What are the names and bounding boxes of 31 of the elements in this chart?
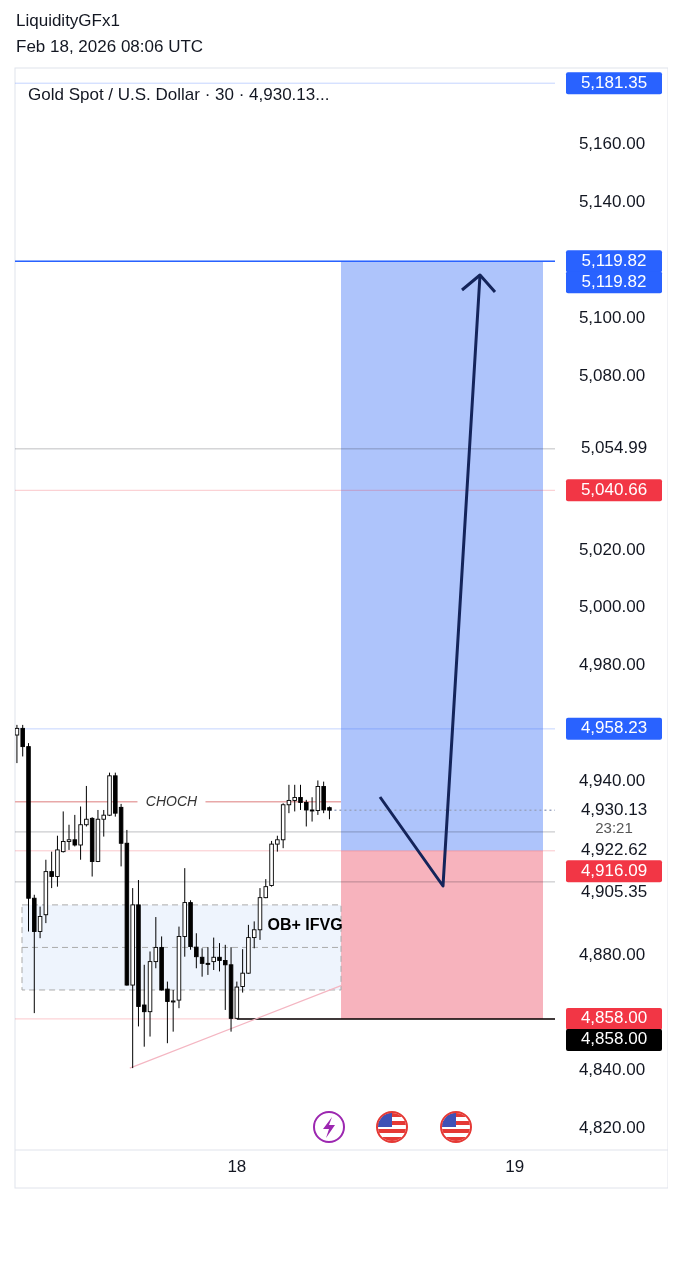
ref-line-label: 4,905.35 xyxy=(580,881,648,901)
y-tick-label: 4,820.00 xyxy=(578,1118,646,1138)
y-tick-label: 4,940.00 xyxy=(578,771,646,791)
ref-line-label: 4,858.00 xyxy=(580,1029,648,1049)
ref-line-label: 5,054.99 xyxy=(580,438,648,458)
text: Feb 18, 2026 08:06 UTC xyxy=(16,37,204,56)
y-tick-label: 5,020.00 xyxy=(578,539,646,559)
band-label: OB+ IFVG xyxy=(267,915,343,933)
y-tick-label: 5,080.00 xyxy=(578,365,646,385)
y-tick-label: 5,100.00 xyxy=(578,308,646,328)
y-tick-label: 5,140.00 xyxy=(578,192,646,212)
text: Gold Spot / U.S. Dollar · 30 · 4,930.13... xyxy=(28,85,330,105)
annotation: 23:21 xyxy=(595,819,633,837)
y-tick-label: 5,160.00 xyxy=(578,134,646,154)
ref-line-label: 4,916.09 xyxy=(580,860,648,880)
ref-line-label: 5,040.66 xyxy=(580,479,648,499)
y-tick-label: 4,980.00 xyxy=(578,655,646,675)
ref-line-label: 4,958.23 xyxy=(580,718,648,738)
y-tick-label: 4,880.00 xyxy=(578,944,646,964)
y-tick-label: 5,000.00 xyxy=(578,597,646,617)
text: LiquidityGFx1 xyxy=(16,11,120,30)
x-tick-label: 18 xyxy=(227,1157,247,1177)
y-tick-label: 4,840.00 xyxy=(578,1060,646,1080)
x-tick-label: 19 xyxy=(505,1157,525,1177)
ref-line-label: 5,119.82 xyxy=(581,250,647,270)
ref-line-label: 5,119.82 xyxy=(581,271,647,291)
ref-line-label: 5,181.35 xyxy=(580,72,648,92)
ref-line-label: 4,922.62 xyxy=(580,839,648,859)
ref-line-label: 4,930.13 xyxy=(580,799,648,819)
ref-line-label: 4,858.00 xyxy=(580,1008,648,1028)
annotation: CHOCH xyxy=(145,792,199,809)
